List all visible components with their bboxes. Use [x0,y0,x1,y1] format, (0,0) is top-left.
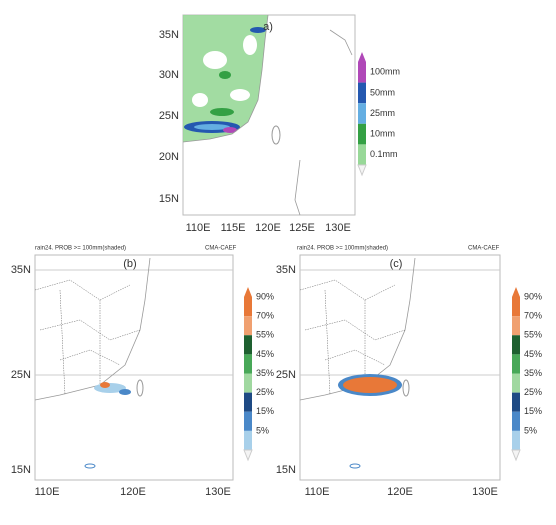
y-tick-label: 30N [159,69,179,81]
colorbar-arrow-top [512,287,520,297]
colorbar-swatch [244,316,252,336]
colorbar-arrow-bottom [243,449,253,462]
colorbar-swatch [244,373,252,393]
colorbar-label: 10mm [370,128,395,138]
colorbar-label: 25% [256,387,274,397]
colorbar-label: 90% [256,291,274,301]
colorbar-swatch [512,335,520,355]
colorbar-label: 0.1mm [370,149,398,159]
panel-label: a) [263,21,273,33]
colorbar-label: 35% [256,368,274,378]
colorbar-swatch [512,316,520,336]
colorbar-swatch [358,123,366,145]
y-tick-label: 20N [159,151,179,163]
panel-source: CMA-CAEF [468,246,500,252]
panel-label: (b) [123,258,136,270]
colorbar-swatch [244,411,252,431]
colorbar-swatch [244,392,252,412]
x-tick-label: 110E [305,486,330,498]
panel-title: rain24. PROB >= 100mm(shaded) [35,246,126,252]
panel-title: rain24. PROB >= 100mm(shaded) [297,246,388,252]
colorbar-label: 5% [524,425,537,435]
colorbar-label: 15% [256,406,274,416]
colorbar-label: 55% [256,330,274,340]
y-tick-label: 15N [276,464,296,476]
colorbar-label: 45% [256,349,274,359]
colorbar-label: 70% [256,311,274,321]
colorbar-swatch [358,144,366,165]
colorbar-label: 25mm [370,108,395,118]
x-tick-label: 130E [205,486,231,498]
x-tick-label: 130E [472,486,498,498]
colorbar-swatch [244,354,252,374]
colorbar-label: 25% [524,387,542,397]
y-tick-label: 25N [11,369,31,381]
panel-source: CMA-CAEF [205,246,237,252]
panel-b-map [34,254,234,481]
x-tick-label: 115E [221,222,246,234]
x-tick-label: 110E [35,486,60,498]
x-tick-label: 130E [325,222,351,234]
colorbar-label: 45% [524,349,542,359]
y-tick-label: 35N [276,264,296,276]
colorbar-swatch [512,392,520,412]
colorbar-swatch [244,430,252,450]
colorbar-arrow-bottom [511,449,521,462]
colorbar-swatch [358,82,366,104]
colorbar-label: 50mm [370,87,395,97]
colorbar-label: 90% [524,291,542,301]
colorbar-arrow-top [244,287,252,297]
colorbar-label: 5% [256,425,269,435]
colorbar-swatch [244,297,252,317]
colorbar-arrow-top [358,52,366,62]
colorbar-label: 15% [524,406,542,416]
colorbar-swatch [244,335,252,355]
y-tick-label: 35N [159,29,179,41]
colorbar-label: 70% [524,311,542,321]
x-tick-label: 110E [186,222,211,234]
y-tick-label: 35N [11,264,31,276]
panel-a-map [182,14,356,216]
panel-label: (c) [390,258,403,270]
y-tick-label: 15N [11,464,31,476]
colorbar-swatch [512,411,520,431]
colorbar-swatch [358,62,366,83]
colorbar-arrow-bottom [357,164,367,177]
colorbar-label: 35% [524,368,542,378]
y-tick-label: 25N [159,110,179,122]
colorbar-swatch [512,430,520,450]
colorbar-swatch [512,354,520,374]
x-tick-label: 120E [120,486,146,498]
colorbar-label: 55% [524,330,542,340]
x-tick-label: 120E [387,486,413,498]
colorbar-label: 100mm [370,67,400,77]
colorbar-swatch [358,103,366,124]
colorbar-swatch [512,297,520,317]
x-tick-label: 120E [255,222,281,234]
colorbar-swatch [512,373,520,393]
panel-c-map [299,254,501,481]
x-tick-label: 125E [289,222,315,234]
y-tick-label: 25N [276,369,296,381]
y-tick-label: 15N [159,193,179,205]
